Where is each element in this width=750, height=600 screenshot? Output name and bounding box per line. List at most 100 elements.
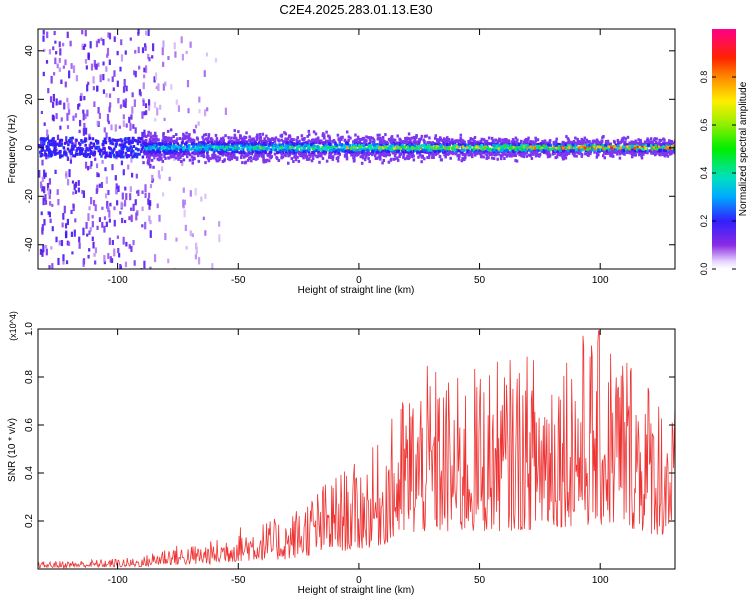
heatmap-cell (90, 142, 93, 145)
heatmap-cell (137, 137, 140, 140)
heatmap-cell (97, 149, 100, 152)
heatmap-cell (121, 149, 124, 152)
heatmap-cell (129, 193, 131, 200)
heatmap-cell (311, 151, 314, 154)
heatmap-cell (405, 157, 408, 160)
heatmap-cell (92, 242, 94, 249)
heatmap-cell (533, 142, 536, 145)
heatmap-cell (132, 204, 134, 211)
heatmap-ylabel: Frequency (Hz) (7, 115, 18, 184)
heatmap-cell (143, 100, 145, 106)
heatmap-cell (57, 189, 59, 195)
heatmap-cell (164, 157, 167, 160)
heatmap-cell (108, 78, 110, 81)
heatmap-cell (665, 147, 668, 150)
heatmap-cell (93, 253, 95, 257)
heatmap-cell (567, 149, 570, 152)
heatmap-cell (99, 184, 101, 188)
heatmap-cell (201, 148, 204, 151)
heatmap-cell (582, 142, 585, 145)
heatmap-cell (98, 146, 101, 149)
heatmap-cell (65, 232, 67, 238)
heatmap-cell (300, 149, 303, 152)
heatmap-cell (112, 240, 114, 245)
heatmap-cell (156, 108, 158, 116)
heatmap-cell (614, 141, 617, 144)
heatmap-cell (46, 32, 48, 39)
heatmap-cell (225, 154, 228, 157)
heatmap-cell (186, 148, 189, 151)
heatmap-cell (315, 138, 318, 141)
heatmap-cell (353, 148, 356, 151)
heatmap-cell (154, 140, 157, 143)
heatmap-cell (255, 158, 258, 161)
heatmap-cell (92, 221, 94, 227)
heatmap-cell (262, 153, 265, 156)
heatmap-cell (124, 137, 127, 140)
heatmap-cell (629, 145, 632, 148)
heatmap-cell (172, 155, 175, 158)
heatmap-cell (126, 148, 129, 151)
heatmap-cell (162, 160, 165, 163)
heatmap-cell (132, 124, 134, 129)
heatmap-cell (360, 155, 363, 158)
heatmap-cell (336, 157, 339, 160)
heatmap-cell (615, 150, 618, 153)
heatmap-cell (74, 144, 77, 147)
heatmap-cell (346, 156, 349, 159)
heatmap-cell (204, 70, 206, 77)
heatmap-cell (75, 190, 77, 194)
heatmap-cell (141, 207, 143, 212)
heatmap-cell (626, 151, 629, 154)
heatmap-cell (46, 129, 48, 136)
heatmap-cell (369, 152, 372, 155)
heatmap-cell (192, 233, 194, 237)
heatmap-cell (103, 151, 106, 154)
heatmap-cell (48, 154, 51, 157)
heatmap-cell (257, 151, 260, 154)
heatmap-cell (90, 41, 92, 48)
heatmap-cell (143, 74, 145, 78)
heatmap-cell (85, 128, 87, 135)
heatmap-cell (52, 141, 55, 144)
heatmap-cell (431, 152, 434, 155)
heatmap-cell (284, 146, 287, 149)
snr-xtick-label: 50 (474, 575, 486, 586)
heatmap-cell (125, 262, 127, 267)
heatmap-cell (359, 145, 362, 148)
heatmap-cell (135, 199, 137, 205)
heatmap-cell (481, 138, 484, 141)
heatmap-cell (440, 145, 443, 148)
heatmap-cell (71, 232, 73, 237)
heatmap-cell (295, 149, 298, 152)
heatmap-cell (200, 154, 203, 157)
heatmap-cell (173, 144, 176, 147)
heatmap-cell (41, 111, 43, 114)
heatmap-cell (187, 80, 189, 87)
heatmap-cell (234, 156, 237, 159)
heatmap-cell (87, 166, 89, 170)
heatmap-cell (76, 153, 79, 156)
heatmap-cell (124, 200, 126, 207)
heatmap-cell (477, 142, 480, 145)
heatmap-cell (150, 184, 152, 188)
heatmap-cell (564, 143, 567, 146)
colorbar: 0.00.20.40.60.8 Normalized spectral ampl… (699, 29, 749, 275)
heatmap-cell (141, 191, 143, 194)
heatmap-cell (335, 144, 338, 147)
heatmap-cell (250, 159, 253, 162)
heatmap-cell (131, 139, 134, 142)
heatmap-cell (289, 143, 292, 146)
heatmap-cell (142, 47, 144, 53)
heatmap-cell (68, 109, 70, 115)
heatmap-cell (124, 79, 126, 87)
heatmap-cell (529, 154, 532, 157)
heatmap-cell (402, 154, 405, 157)
heatmap-cell (185, 132, 188, 135)
heatmap-cell (225, 108, 227, 115)
heatmap-cell (266, 153, 269, 156)
heatmap-cell (315, 149, 318, 152)
heatmap-cell (88, 52, 90, 60)
heatmap-cell (182, 133, 185, 136)
heatmap-cell (169, 177, 171, 181)
